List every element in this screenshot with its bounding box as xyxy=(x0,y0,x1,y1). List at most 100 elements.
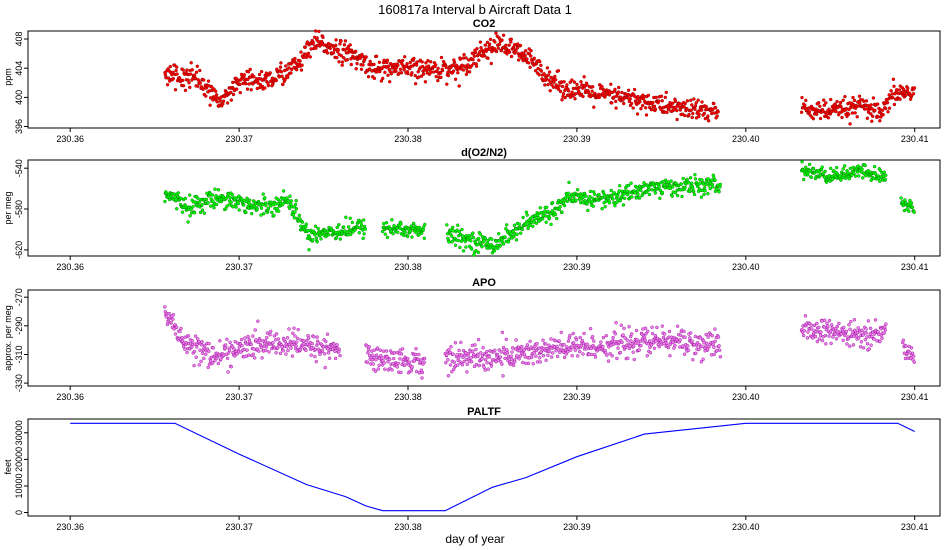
y-tick-label: 20000 xyxy=(14,447,24,472)
co2-data-point xyxy=(577,85,581,90)
apo-data-point xyxy=(504,337,508,342)
apo-data-point xyxy=(604,334,608,338)
apo-data-point xyxy=(460,363,465,367)
do2n2-data-point xyxy=(211,199,215,203)
co2-data-point xyxy=(864,99,869,103)
y-tick-label: 30000 xyxy=(14,420,24,445)
co2-data-point xyxy=(522,51,526,55)
co2-data-point xyxy=(614,106,618,110)
co2-data-point xyxy=(280,74,284,78)
co2-data-point xyxy=(339,54,344,58)
co2-y-axis-label: ppm xyxy=(3,68,13,86)
apo-data-point xyxy=(693,334,697,339)
do2n2-data-point xyxy=(653,191,657,195)
apo-data-point xyxy=(380,356,384,360)
do2n2-data-point xyxy=(560,210,564,215)
do2n2-data-point xyxy=(411,221,416,226)
apo-data-point xyxy=(657,345,661,349)
do2n2-data-point xyxy=(187,193,192,197)
co2-data-point xyxy=(403,55,407,59)
apo-data-point xyxy=(284,352,288,356)
do2n2-data-point xyxy=(636,192,640,197)
co2-data-point xyxy=(342,43,347,47)
co2-data-point xyxy=(533,68,538,73)
apo-data-point xyxy=(256,319,260,323)
co2-data-point xyxy=(181,83,186,88)
apo-data-point xyxy=(332,342,336,346)
do2n2-data-point xyxy=(525,213,529,217)
co2-data-point xyxy=(168,64,173,69)
x-tick-label: 230.37 xyxy=(225,522,253,532)
apo-data-point xyxy=(711,342,715,347)
x-tick-label: 230.41 xyxy=(901,522,929,532)
do2n2-data-point xyxy=(266,206,271,211)
co2-data-point xyxy=(853,111,857,115)
y-tick-label: 408 xyxy=(14,31,24,46)
co2-data-point xyxy=(897,88,902,92)
do2n2-data-point xyxy=(688,189,692,194)
do2n2-data-point xyxy=(531,224,535,229)
apo-data-point xyxy=(367,345,371,349)
co2-data-point xyxy=(906,86,910,91)
co2-data-point xyxy=(199,84,204,89)
apo-data-point xyxy=(802,329,806,333)
co2-data-point xyxy=(309,47,313,51)
do2n2-data-point xyxy=(562,203,567,208)
apo-data-point xyxy=(829,341,833,346)
apo-data-point xyxy=(634,328,639,333)
co2-data-point xyxy=(229,98,234,102)
co2-data-point xyxy=(457,84,461,88)
co2-data-point xyxy=(248,67,252,72)
apo-data-point xyxy=(483,368,487,372)
apo-data-point xyxy=(859,340,864,344)
co2-data-point xyxy=(682,105,686,109)
apo-data-point xyxy=(593,355,598,359)
do2n2-data-point xyxy=(338,237,342,241)
co2-data-point xyxy=(348,43,352,47)
apo-data-point xyxy=(541,338,545,342)
co2-data-point xyxy=(507,50,512,54)
co2-data-point xyxy=(858,101,862,105)
co2-data-point xyxy=(415,60,419,64)
co2-data-point xyxy=(869,112,873,116)
apo-data-point xyxy=(857,336,861,340)
co2-data-point xyxy=(524,49,528,53)
co2-data-point xyxy=(652,104,657,108)
co2-data-point xyxy=(198,81,203,85)
co2-data-point xyxy=(887,106,892,110)
do2n2-data-point xyxy=(712,175,716,180)
co2-data-point xyxy=(175,72,179,76)
co2-data-point xyxy=(180,78,185,83)
do2n2-data-point xyxy=(687,181,691,185)
do2n2-data-point xyxy=(519,231,523,235)
co2-data-point xyxy=(575,82,579,87)
apo-data-point xyxy=(249,342,253,347)
co2-data-point xyxy=(880,108,885,113)
co2-data-point xyxy=(165,82,170,87)
apo-data-point xyxy=(613,332,618,336)
apo-data-point xyxy=(606,359,611,363)
y-tick-label: -330 xyxy=(14,374,24,392)
apo-data-point xyxy=(704,332,708,337)
co2-data-point xyxy=(336,48,340,52)
do2n2-panel: d(O2/N2) per meg 230.36 230.37 230.38 230.3… xyxy=(3,147,941,272)
do2n2-data-point xyxy=(453,243,458,247)
do2n2-data-point xyxy=(450,240,454,244)
apo-data-point xyxy=(281,349,285,353)
apo-data-point xyxy=(643,326,648,330)
apo-data-point xyxy=(678,333,683,337)
apo-data-point xyxy=(242,347,247,352)
co2-data-point xyxy=(360,54,365,59)
co2-data-point xyxy=(494,49,499,54)
do2n2-data-point xyxy=(857,174,861,178)
apo-data-point xyxy=(445,353,449,357)
do2n2-data-point xyxy=(204,197,209,202)
y-tick-label: 404 xyxy=(14,61,24,76)
do2n2-data-point xyxy=(417,232,421,237)
do2n2-data-point xyxy=(512,223,517,227)
apo-data-point xyxy=(406,357,410,361)
co2-data-point xyxy=(838,100,843,105)
co2-data-point xyxy=(840,115,844,120)
do2n2-data-point xyxy=(304,222,308,226)
co2-data-point xyxy=(713,105,718,110)
